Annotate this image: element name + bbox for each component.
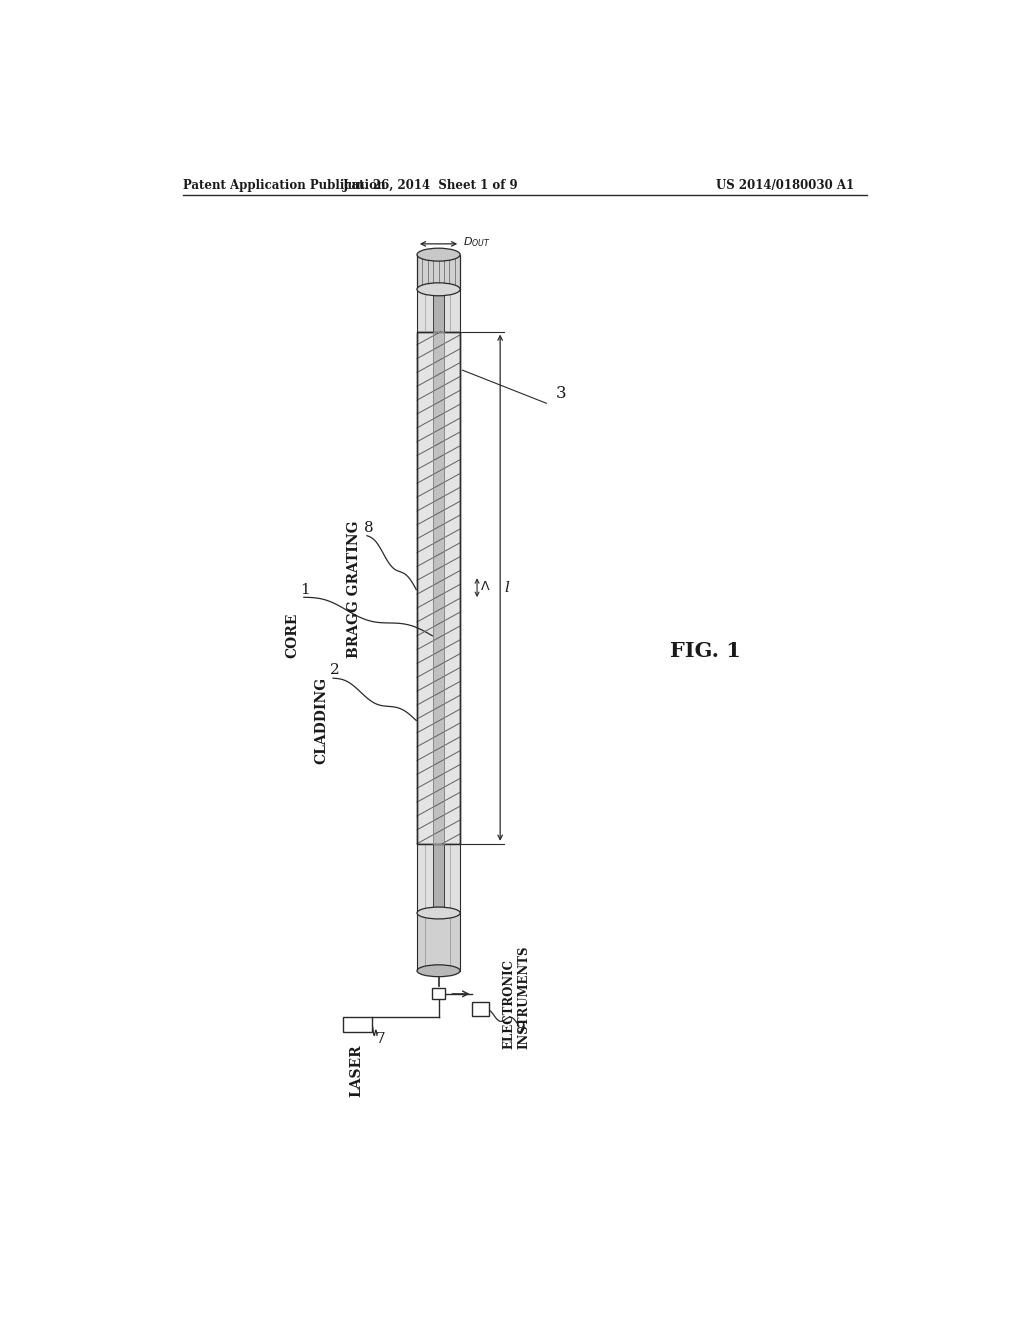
Bar: [343, 1016, 373, 1032]
Bar: [432, 989, 445, 999]
Ellipse shape: [417, 248, 460, 261]
Polygon shape: [417, 255, 460, 289]
Ellipse shape: [417, 965, 460, 977]
Polygon shape: [417, 331, 460, 843]
Text: λ: λ: [436, 966, 444, 979]
Ellipse shape: [417, 907, 460, 919]
Text: $D_{OUT}$: $D_{OUT}$: [463, 235, 490, 249]
Bar: [472, 1002, 489, 1016]
Polygon shape: [433, 843, 444, 913]
Text: ELECTRONIC
INSTRUMENTS: ELECTRONIC INSTRUMENTS: [503, 946, 530, 1049]
Text: $\Lambda$: $\Lambda$: [480, 579, 490, 593]
Polygon shape: [433, 331, 444, 843]
Text: 2: 2: [330, 664, 340, 677]
Text: US 2014/0180030 A1: US 2014/0180030 A1: [716, 180, 854, 193]
Text: 1: 1: [300, 582, 310, 597]
Text: CLADDING: CLADDING: [314, 677, 329, 764]
Text: LASER: LASER: [349, 1044, 364, 1097]
Text: 7: 7: [376, 1031, 386, 1045]
Text: FIG. 1: FIG. 1: [670, 642, 740, 661]
Text: BRAGG GRATING: BRAGG GRATING: [347, 521, 360, 659]
Polygon shape: [417, 843, 460, 913]
Polygon shape: [433, 289, 444, 331]
Text: 9: 9: [516, 1022, 526, 1035]
Text: 3: 3: [556, 384, 566, 401]
Polygon shape: [417, 913, 460, 970]
Text: Patent Application Publication: Patent Application Publication: [183, 180, 385, 193]
Text: 8: 8: [364, 521, 374, 535]
Text: l: l: [505, 581, 510, 595]
Text: CORE: CORE: [286, 612, 299, 659]
Polygon shape: [417, 289, 460, 331]
Text: Jun. 26, 2014  Sheet 1 of 9: Jun. 26, 2014 Sheet 1 of 9: [343, 180, 519, 193]
Ellipse shape: [417, 282, 460, 296]
